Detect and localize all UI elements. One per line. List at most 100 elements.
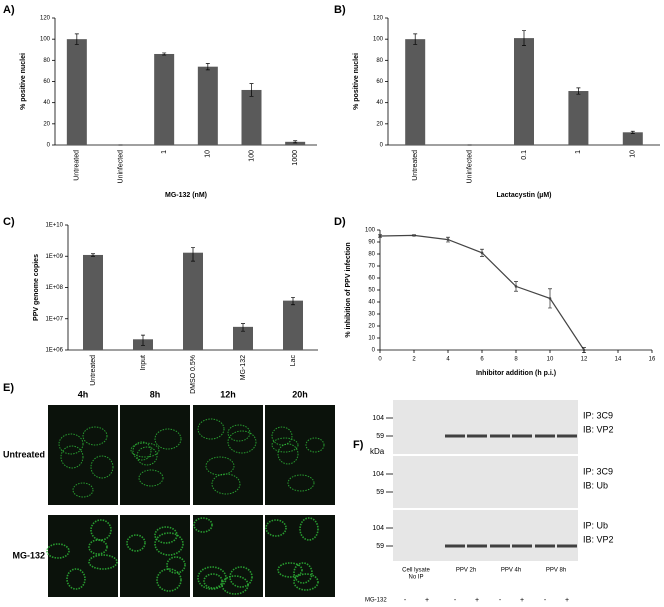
band bbox=[512, 544, 532, 548]
bar bbox=[197, 66, 218, 145]
error-bar bbox=[249, 83, 254, 97]
cell bbox=[156, 568, 182, 592]
blot-label: IB: Ub bbox=[583, 480, 608, 490]
y-tick-label: 120 bbox=[40, 16, 51, 22]
x-tick-label: 1000 bbox=[292, 150, 299, 166]
y-tick-label: 1E+10 bbox=[45, 223, 63, 229]
treatment-sign: + bbox=[425, 597, 429, 604]
cell bbox=[227, 430, 257, 454]
panel-label: B) bbox=[334, 4, 346, 16]
cell bbox=[197, 566, 227, 590]
cell bbox=[293, 562, 313, 584]
panel-label: E) bbox=[3, 382, 14, 394]
x-axis-label: Lactacystin (µM) bbox=[497, 192, 552, 199]
y-tick-label: 100 bbox=[373, 37, 384, 43]
point bbox=[446, 238, 450, 241]
x-axis-label: Inhibitor addition (h p.i.) bbox=[476, 370, 556, 377]
cell bbox=[154, 532, 184, 556]
x-tick-label: 6 bbox=[480, 357, 484, 363]
x-tick-label: 10 bbox=[547, 357, 554, 363]
column-label: 4h bbox=[78, 389, 89, 399]
error-bar bbox=[291, 297, 295, 306]
cell bbox=[88, 539, 108, 555]
marker-label: 59 bbox=[376, 543, 384, 550]
band bbox=[467, 544, 487, 548]
bar bbox=[283, 300, 303, 350]
treatment-sign: + bbox=[475, 597, 479, 604]
x-tick-label: 16 bbox=[649, 357, 656, 363]
band bbox=[557, 544, 577, 548]
cell bbox=[299, 517, 319, 541]
y-tick-label: 10 bbox=[368, 336, 375, 342]
cell bbox=[265, 519, 287, 537]
band bbox=[490, 544, 510, 548]
cell bbox=[136, 446, 158, 466]
bar bbox=[568, 91, 589, 145]
cell bbox=[229, 566, 253, 588]
y-tick-label: 30 bbox=[368, 312, 375, 318]
micrograph bbox=[265, 405, 335, 505]
y-tick-label: 100 bbox=[365, 228, 376, 234]
y-tick-label: 70 bbox=[368, 264, 375, 270]
cell bbox=[82, 426, 108, 446]
point bbox=[412, 234, 416, 237]
micrograph bbox=[193, 405, 263, 505]
x-tick-label: Uninfected bbox=[117, 150, 124, 184]
x-tick-label: 4 bbox=[446, 357, 450, 363]
error-bar bbox=[74, 33, 79, 45]
y-tick-label: 120 bbox=[373, 16, 384, 22]
row-label: MG-132 bbox=[12, 550, 45, 560]
lane-group: Cell lysate bbox=[402, 568, 430, 574]
y-tick-label: 1E+06 bbox=[45, 348, 63, 354]
treatment-sign: - bbox=[544, 597, 547, 604]
lane-group: PPV 2h bbox=[456, 568, 476, 574]
error-bar bbox=[241, 323, 245, 332]
x-tick-label: DMSO 0.5% bbox=[190, 355, 197, 394]
x-tick-label: 1 bbox=[161, 150, 168, 154]
x-tick-label: 14 bbox=[615, 357, 622, 363]
band bbox=[557, 434, 577, 438]
x-tick-label: 10 bbox=[205, 150, 212, 158]
y-tick-label: 90 bbox=[368, 240, 375, 246]
error-bar bbox=[576, 87, 581, 95]
y-tick-label: 60 bbox=[368, 276, 375, 282]
cell bbox=[227, 424, 251, 442]
panel-label: C) bbox=[3, 216, 15, 228]
panel-label: A) bbox=[3, 4, 15, 16]
error-bar bbox=[205, 63, 210, 71]
blot-label: IB: VP2 bbox=[583, 424, 614, 434]
y-tick-label: 20 bbox=[43, 121, 50, 127]
cell bbox=[90, 455, 114, 479]
cell bbox=[211, 473, 241, 495]
marker-label: 104 bbox=[372, 471, 384, 478]
bar bbox=[514, 38, 534, 145]
cell bbox=[132, 441, 152, 461]
cell bbox=[58, 433, 84, 455]
band bbox=[535, 434, 555, 438]
blot bbox=[393, 400, 578, 454]
point bbox=[378, 234, 382, 238]
cell bbox=[277, 443, 299, 465]
band bbox=[490, 434, 510, 438]
cell bbox=[154, 526, 178, 544]
lane-group: PPV 8h bbox=[546, 568, 566, 574]
y-tick-label: 1E+09 bbox=[45, 254, 63, 260]
x-tick-label: Lac bbox=[290, 355, 297, 367]
y-tick-label: 80 bbox=[368, 252, 375, 258]
marker-label: 59 bbox=[376, 433, 384, 440]
y-tick-label: 40 bbox=[368, 300, 375, 306]
blot bbox=[393, 510, 578, 561]
treatment-sign: + bbox=[565, 597, 569, 604]
cell bbox=[154, 428, 182, 450]
marker-label: 104 bbox=[372, 525, 384, 532]
y-tick-label: 80 bbox=[376, 58, 383, 64]
y-tick-label: 1E+08 bbox=[45, 285, 63, 291]
y-tick-label: 50 bbox=[368, 288, 375, 294]
x-tick-label: 0.1 bbox=[521, 150, 528, 160]
y-axis-label: PPV genome copies bbox=[33, 254, 40, 321]
micrograph bbox=[265, 515, 335, 597]
y-axis-label: % inhibition of PPV infection bbox=[345, 242, 352, 337]
point bbox=[514, 285, 518, 288]
x-tick-label: 0 bbox=[378, 357, 382, 363]
